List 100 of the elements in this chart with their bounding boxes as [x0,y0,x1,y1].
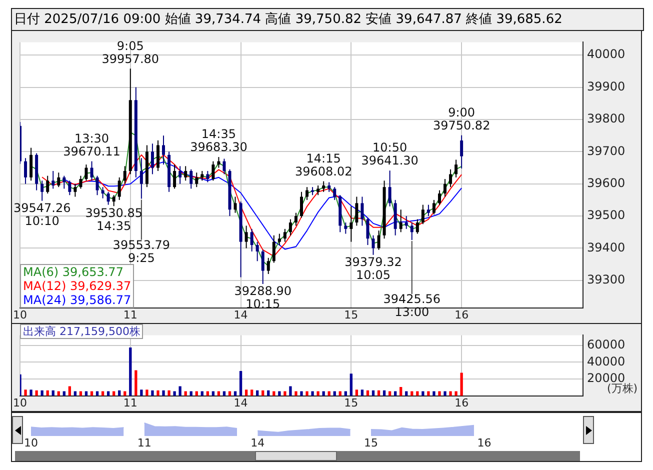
y-tick-label: 39300 [587,272,626,287]
candlestick [421,204,424,225]
candlestick [432,199,436,215]
candlestick [96,175,99,196]
candlestick [101,186,104,199]
bar [306,391,308,396]
annotation: 39379.32 10:05 [344,255,402,282]
x-tick-label: 10 [13,396,27,410]
candlestick [178,166,182,184]
candlestick [444,178,447,198]
x-tick-label: 11 [137,436,152,450]
annotation: 9:05 39957.80 [102,38,160,66]
bar [140,390,143,396]
x-tick-label: 14 [234,396,248,410]
candlestick [140,158,143,200]
candlestick [46,175,50,194]
candlestick [460,134,464,169]
candlestick [106,191,110,206]
candlestick [112,194,116,207]
candlestick [30,147,33,182]
bar [129,347,132,396]
y-tick-label: 39900 [587,79,626,94]
candlestick [294,212,298,226]
bar [449,391,452,396]
bar [168,390,170,396]
bar [427,391,430,396]
annotation: 39553.79 9:25 [112,238,170,265]
candlestick [288,218,292,236]
candlestick [173,164,176,190]
bar [178,386,182,396]
candlestick [222,158,226,175]
bar [316,391,320,396]
chart-title: 出来高 217,159,500株 [20,324,144,339]
bar [162,390,165,396]
x-tick-label: 15 [344,396,358,410]
candlestick [68,180,72,196]
y-axis-title: (万株) [607,382,638,396]
bar [438,391,441,396]
candlestick [190,168,193,190]
candlestick [250,228,254,252]
chart-title: 日付 2025/07/16 09:00 始値 39,734.74 高値 39,750.82 安値 39,647.87 終値 39,685.62 [11,8,644,31]
candlestick [118,176,121,200]
y-tick-label: 39700 [587,144,626,158]
candlestick [261,249,264,285]
annotation: 39425.56 13:00 [383,292,441,320]
x-tick-label: 10 [24,436,38,450]
bar [322,391,325,396]
candlestick [123,166,126,184]
candlestick [306,186,309,200]
candlestick [195,172,198,188]
annotation: 14:15 39608.02 [294,151,352,178]
bar [350,374,353,396]
candlestick [328,182,331,192]
bar [239,371,242,396]
candlestick [272,234,276,264]
candlestick [360,196,364,226]
bar [156,390,160,396]
candlestick [350,206,353,242]
candlestick [150,143,154,175]
candlestick [316,184,320,196]
text: MA(24) 39,586.77 [23,292,132,307]
annotation: 9:00 39750.82 [432,105,490,132]
bar [422,391,424,396]
candlestick [79,175,82,190]
candlestick [184,166,188,182]
bar [360,390,364,396]
bar [284,391,286,396]
candlestick [90,160,94,182]
bar [311,391,314,396]
candlestick [256,241,259,262]
candlestick [74,183,77,198]
bar [454,391,458,396]
y-tick-label: 39400 [587,240,626,254]
y-tick-label: 40000 [587,47,626,62]
candlestick [217,156,220,168]
annotation: 13:30 39670.11 [63,131,120,158]
annotation: 14:35 39683.30 [190,127,248,154]
candlestick [438,190,441,206]
bar [444,391,446,396]
bar [400,387,402,396]
y-tick-label: 39500 [587,208,626,222]
y-tick-label: 39600 [587,176,626,190]
bar [24,390,27,396]
x-tick-label: 16 [454,308,469,322]
candlestick [322,180,326,192]
x-tick-label: 15 [364,436,378,450]
candlestick [206,170,210,183]
candlestick [355,196,358,226]
bar [151,390,154,396]
x-tick-label: 11 [123,308,138,322]
bar [460,372,463,396]
bar [294,391,298,396]
bar [134,370,138,396]
candlestick [416,218,419,234]
candlestick [283,228,286,242]
candlestick [372,234,375,256]
bar [68,386,72,396]
bar [300,391,303,396]
candlestick [200,170,204,182]
candlestick [278,233,281,246]
